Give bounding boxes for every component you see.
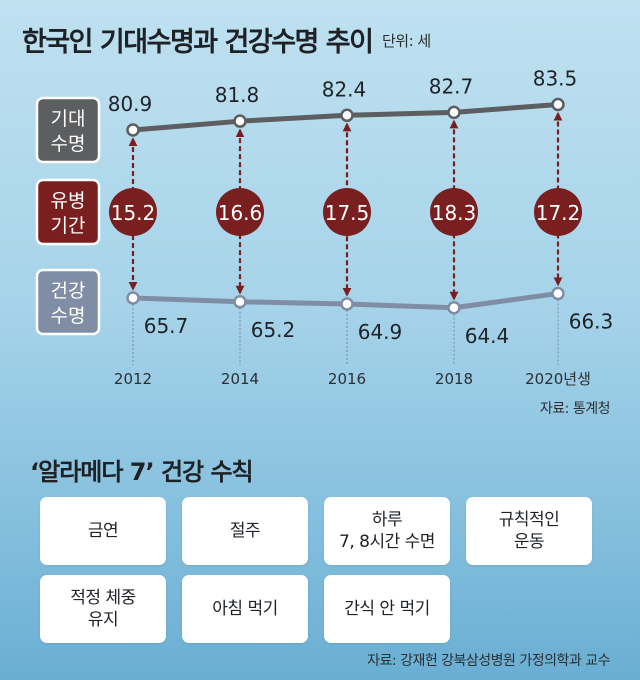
healthy-life-value-label: 66.3 xyxy=(569,310,614,334)
gap-circle xyxy=(216,188,264,236)
series-tag-life-line2: 수명 xyxy=(51,133,86,155)
series-tag-health-line2: 수명 xyxy=(51,305,86,327)
rules-title: ‘알라메다 7’ 건강 수칙 xyxy=(30,458,254,486)
gap-circle xyxy=(323,188,371,236)
life-expectancy-point xyxy=(551,97,565,112)
healthy-life-value-label: 65.7 xyxy=(144,314,189,338)
healthy-life-point xyxy=(126,291,140,305)
rules-source: 자료: 강재헌 강북삼성병원 가정의학과 교수 xyxy=(367,653,610,669)
rule-card-breakfast: 아침 먹기 xyxy=(182,575,308,643)
x-tick-label: 2012 xyxy=(114,370,152,388)
series-tag-health-line1: 건강 xyxy=(51,280,86,302)
life-expectancy-point xyxy=(340,108,354,123)
life-expectancy-point xyxy=(447,105,461,120)
rule-card-no-smoking: 금연 xyxy=(40,497,166,565)
rule-card-exercise: 규칙적인 운동 xyxy=(466,497,592,565)
rule-card-moderate-drinking: 절주 xyxy=(182,497,308,565)
x-tick-label: 2018 xyxy=(435,370,473,388)
series-tag-gap-box xyxy=(35,178,101,246)
healthy-life-point xyxy=(233,295,247,309)
gap-circle xyxy=(109,188,157,236)
gap-value-label: 18.3 xyxy=(432,201,477,225)
chart-source: 자료: 통계청 xyxy=(539,401,611,417)
healthy-life-value-label: 65.2 xyxy=(251,318,296,342)
healthy-life-point xyxy=(551,286,565,301)
life-expectancy-value-label: 82.4 xyxy=(322,77,367,101)
life-expectancy-value-label: 82.7 xyxy=(429,74,474,98)
gap-circle xyxy=(430,188,478,236)
rule-card-healthy-weight: 적정 체중 유지 xyxy=(40,575,166,643)
healthy-life-value-label: 64.9 xyxy=(358,320,403,344)
gap-value-label: 16.6 xyxy=(218,201,263,225)
life-expectancy-value-label: 81.8 xyxy=(215,83,260,107)
gap-value-label: 17.2 xyxy=(536,201,581,225)
x-tick-label: 2016 xyxy=(328,370,366,388)
life-expectancy-value-label: 80.9 xyxy=(108,92,153,116)
life-expectancy-point xyxy=(233,114,247,128)
series-tag-gap-line1: 유병 xyxy=(51,190,86,212)
life-expectancy-value-label: 83.5 xyxy=(533,67,578,91)
series-tag-health-box xyxy=(35,268,101,336)
healthy-life-point xyxy=(340,297,354,311)
chart-title: 한국인 기대수명과 건강수명 추이 xyxy=(22,27,374,58)
healthy-life-point xyxy=(447,301,461,315)
life-expectancy-chart: 80.9 65.7 81.8 65.2 82.4 64.9 82.7 64.4 83.5 66.3… xyxy=(35,67,614,388)
unit-label: 단위: 세 xyxy=(382,32,431,50)
series-tag-gap-line2: 기간 xyxy=(51,215,86,237)
rule-card-no-snacks: 간식 안 먹기 xyxy=(324,575,450,643)
gap-value-label: 15.2 xyxy=(111,201,156,225)
series-tag-life-box xyxy=(35,96,101,164)
series-tag-life-line1: 기대 xyxy=(51,108,86,130)
gap-value-label: 17.5 xyxy=(325,201,370,225)
rule-card-sleep: 하루 7, 8시간 수면 xyxy=(324,497,450,565)
healthy-life-value-label: 64.4 xyxy=(465,324,510,348)
x-tick-label: 2020년생 xyxy=(525,370,591,388)
x-tick-label: 2014 xyxy=(221,370,259,388)
life-expectancy-point xyxy=(126,123,140,137)
gap-circle xyxy=(534,188,582,236)
